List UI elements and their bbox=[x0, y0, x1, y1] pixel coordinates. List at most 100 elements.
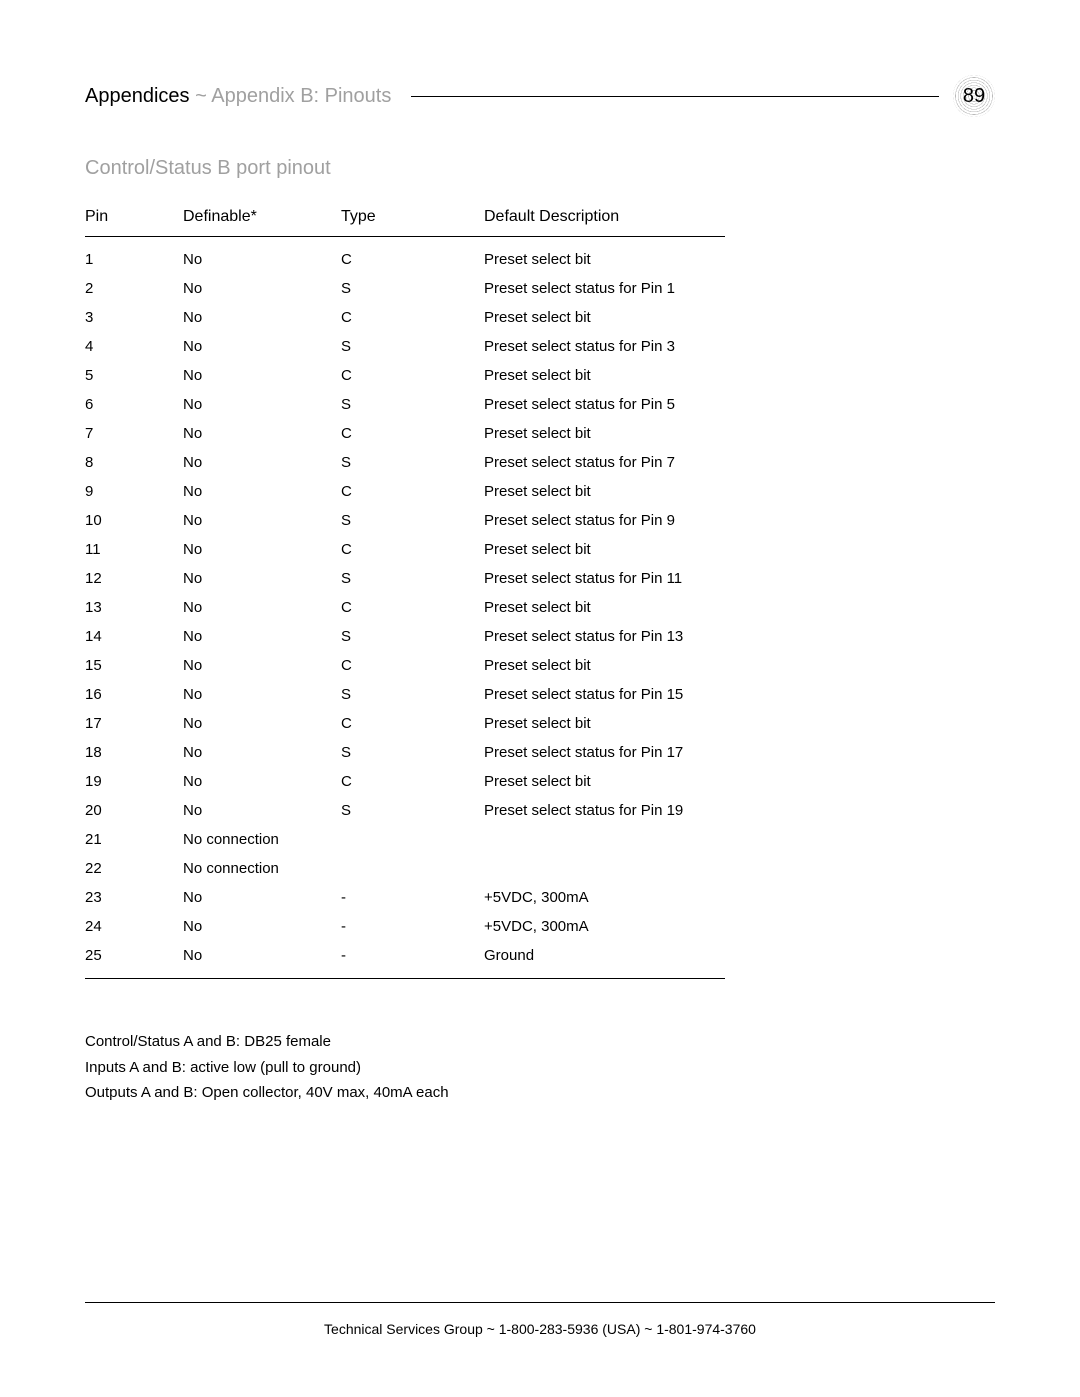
cell-type: S bbox=[341, 448, 484, 477]
cell-type: S bbox=[341, 622, 484, 651]
cell-description: Preset select status for Pin 11 bbox=[484, 564, 725, 593]
breadcrumb: Appendices ~ Appendix B: Pinouts bbox=[85, 85, 391, 108]
table-header-pin: Pin bbox=[85, 208, 183, 237]
table-row: 15NoCPreset select bit bbox=[85, 651, 725, 680]
cell-type: C bbox=[341, 303, 484, 332]
cell-pin: 13 bbox=[85, 593, 183, 622]
cell-pin: 21 bbox=[85, 825, 183, 854]
cell-description: Preset select status for Pin 19 bbox=[484, 796, 725, 825]
cell-pin: 22 bbox=[85, 854, 183, 883]
cell-type: C bbox=[341, 535, 484, 564]
table-header-row: Pin Definable* Type Default Description bbox=[85, 208, 725, 237]
cell-description: Preset select bit bbox=[484, 709, 725, 738]
table-row: 6NoSPreset select status for Pin 5 bbox=[85, 390, 725, 419]
cell-description: Preset select bit bbox=[484, 593, 725, 622]
table-row: 18NoSPreset select status for Pin 17 bbox=[85, 738, 725, 767]
cell-description: Preset select status for Pin 7 bbox=[484, 448, 725, 477]
cell-definable: No bbox=[183, 767, 341, 796]
cell-type bbox=[341, 825, 484, 854]
cell-pin: 17 bbox=[85, 709, 183, 738]
breadcrumb-sub: Appendix B: Pinouts bbox=[211, 85, 391, 107]
table-row: 13NoCPreset select bit bbox=[85, 593, 725, 622]
cell-definable: No bbox=[183, 709, 341, 738]
cell-type: - bbox=[341, 941, 484, 979]
cell-pin: 6 bbox=[85, 390, 183, 419]
cell-pin: 16 bbox=[85, 680, 183, 709]
cell-type: C bbox=[341, 477, 484, 506]
table-row: 11NoCPreset select bit bbox=[85, 535, 725, 564]
cell-definable: No bbox=[183, 912, 341, 941]
cell-type: S bbox=[341, 390, 484, 419]
cell-description: Preset select bit bbox=[484, 767, 725, 796]
cell-type bbox=[341, 854, 484, 883]
cell-pin: 9 bbox=[85, 477, 183, 506]
cell-description: Preset select bit bbox=[484, 361, 725, 390]
cell-description: Preset select bit bbox=[484, 535, 725, 564]
breadcrumb-main: Appendices bbox=[85, 85, 190, 107]
table-row: 1NoCPreset select bit bbox=[85, 237, 725, 275]
section-title: Control/Status B port pinout bbox=[85, 157, 995, 180]
cell-description: Preset select bit bbox=[484, 651, 725, 680]
cell-definable: No bbox=[183, 796, 341, 825]
footer-rule bbox=[85, 1302, 995, 1303]
cell-definable: No bbox=[183, 941, 341, 979]
table-row: 5NoCPreset select bit bbox=[85, 361, 725, 390]
breadcrumb-sep: ~ bbox=[190, 85, 212, 107]
table-header-description: Default Description bbox=[484, 208, 725, 237]
table-row: 7NoCPreset select bit bbox=[85, 419, 725, 448]
table-row: 10NoSPreset select status for Pin 9 bbox=[85, 506, 725, 535]
cell-type: S bbox=[341, 506, 484, 535]
cell-definable: No bbox=[183, 303, 341, 332]
cell-type: S bbox=[341, 680, 484, 709]
cell-description: Preset select bit bbox=[484, 419, 725, 448]
cell-type: S bbox=[341, 738, 484, 767]
cell-definable: No bbox=[183, 274, 341, 303]
cell-type: - bbox=[341, 912, 484, 941]
cell-description: Preset select status for Pin 1 bbox=[484, 274, 725, 303]
cell-description: Preset select status for Pin 5 bbox=[484, 390, 725, 419]
cell-description: Ground bbox=[484, 941, 725, 979]
table-row: 9NoCPreset select bit bbox=[85, 477, 725, 506]
table-header-type: Type bbox=[341, 208, 484, 237]
cell-definable: No bbox=[183, 651, 341, 680]
cell-definable: No connection bbox=[183, 854, 341, 883]
note-line: Outputs A and B: Open collector, 40V max… bbox=[85, 1080, 995, 1106]
table-row: 20NoSPreset select status for Pin 19 bbox=[85, 796, 725, 825]
table-row: 25No-Ground bbox=[85, 941, 725, 979]
cell-type: S bbox=[341, 332, 484, 361]
cell-type: S bbox=[341, 564, 484, 593]
cell-pin: 20 bbox=[85, 796, 183, 825]
cell-definable: No bbox=[183, 593, 341, 622]
cell-pin: 4 bbox=[85, 332, 183, 361]
page-number-badge: 89 bbox=[953, 75, 995, 117]
note-line: Control/Status A and B: DB25 female bbox=[85, 1029, 995, 1055]
cell-description bbox=[484, 854, 725, 883]
page-footer: Technical Services Group ~ 1-800-283-593… bbox=[85, 1302, 995, 1337]
cell-pin: 11 bbox=[85, 535, 183, 564]
cell-pin: 25 bbox=[85, 941, 183, 979]
cell-type: C bbox=[341, 651, 484, 680]
table-row: 17NoCPreset select bit bbox=[85, 709, 725, 738]
table-row: 3NoCPreset select bit bbox=[85, 303, 725, 332]
cell-description bbox=[484, 825, 725, 854]
cell-description: Preset select status for Pin 9 bbox=[484, 506, 725, 535]
cell-type: C bbox=[341, 709, 484, 738]
cell-type: C bbox=[341, 237, 484, 275]
cell-pin: 24 bbox=[85, 912, 183, 941]
footer-text: Technical Services Group ~ 1-800-283-593… bbox=[85, 1321, 995, 1337]
cell-pin: 18 bbox=[85, 738, 183, 767]
table-row: 24No-+5VDC, 300mA bbox=[85, 912, 725, 941]
cell-definable: No bbox=[183, 477, 341, 506]
cell-definable: No bbox=[183, 883, 341, 912]
cell-description: Preset select bit bbox=[484, 303, 725, 332]
cell-type: C bbox=[341, 593, 484, 622]
cell-description: Preset select status for Pin 13 bbox=[484, 622, 725, 651]
page-number: 89 bbox=[963, 85, 985, 108]
cell-definable: No bbox=[183, 564, 341, 593]
cell-description: Preset select status for Pin 17 bbox=[484, 738, 725, 767]
table-row: 14NoSPreset select status for Pin 13 bbox=[85, 622, 725, 651]
cell-pin: 7 bbox=[85, 419, 183, 448]
cell-description: +5VDC, 300mA bbox=[484, 883, 725, 912]
cell-definable: No bbox=[183, 448, 341, 477]
cell-pin: 5 bbox=[85, 361, 183, 390]
